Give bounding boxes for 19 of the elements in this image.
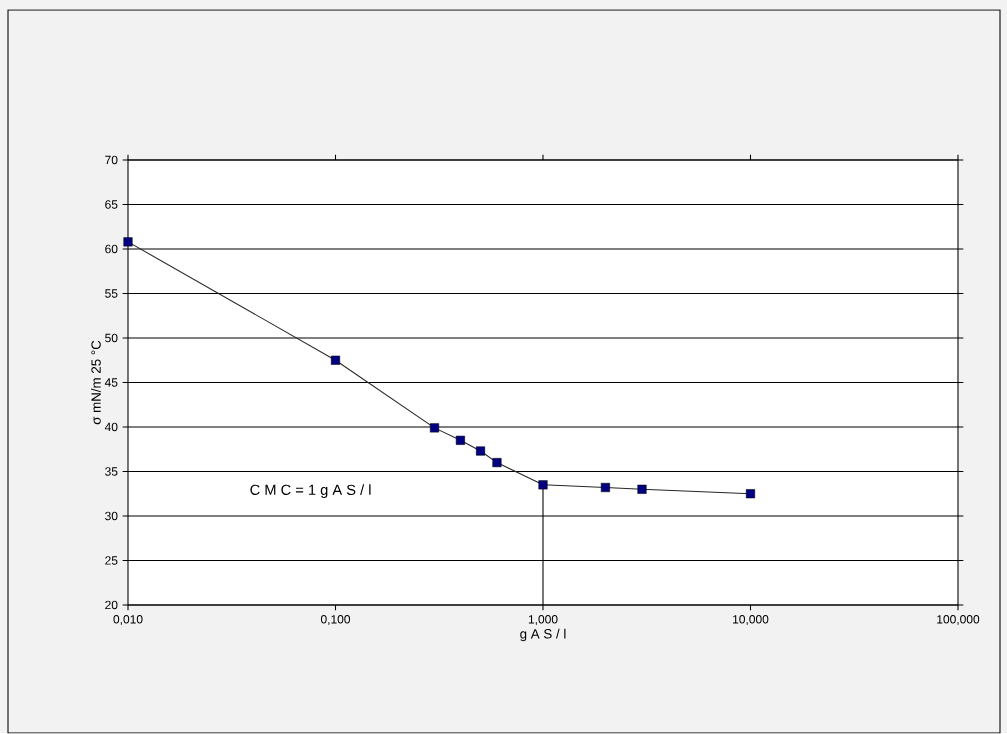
y-tick-label: 70 — [105, 155, 118, 165]
y-tick-label: 25 — [105, 556, 118, 565]
x-tick-label: 10,000 — [733, 615, 769, 626]
x-tick-label: 100,000 — [937, 615, 980, 626]
y-tick-label: 35 — [105, 467, 118, 476]
y-tick-label: 45 — [104, 378, 118, 387]
y-tick-label: 30 — [105, 511, 118, 521]
x-tick-label: 1,000 — [528, 615, 558, 626]
y-tick-label: 55 — [105, 289, 118, 298]
x-axis-title: g A S / l — [520, 629, 566, 642]
x-tick-label: 0,010 — [113, 615, 143, 626]
y-tick-label: 40 — [104, 422, 118, 432]
y-tick-label: 65 — [105, 200, 118, 209]
y-tick-label: 50 — [105, 333, 118, 343]
y-tick-label: 20 — [105, 600, 118, 610]
x-tick-label: 0,100 — [320, 615, 351, 626]
y-tick-label: 60 — [105, 244, 118, 254]
annotation: C M C = 1 g A S / l — [250, 484, 371, 499]
y-axis-title: σ mN/m 25 °C — [91, 340, 101, 425]
